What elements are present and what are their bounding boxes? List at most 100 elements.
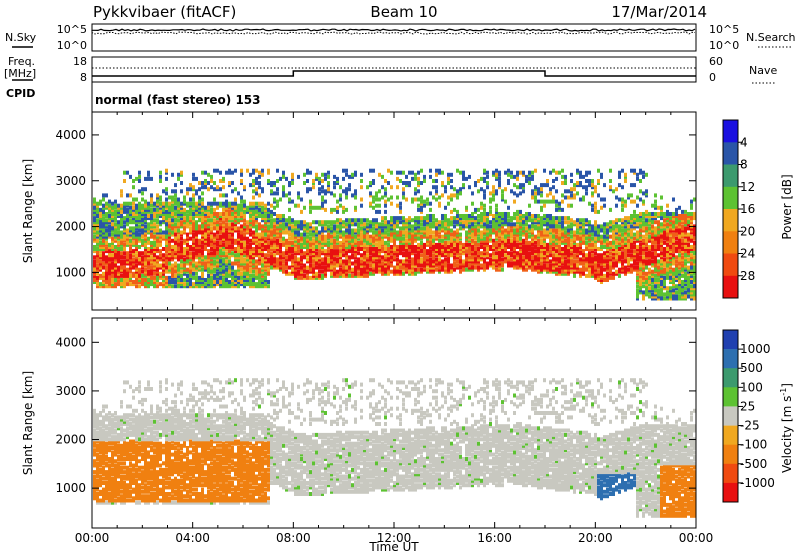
power-cell (468, 242, 471, 247)
power-cell (219, 179, 222, 183)
power-cell (555, 207, 558, 212)
power-cell (477, 238, 480, 243)
power-cell (498, 232, 501, 237)
power-cell (567, 245, 570, 249)
power-cell (171, 189, 174, 194)
power-cell (141, 261, 144, 266)
power-cell (480, 232, 483, 237)
power-cell (177, 273, 180, 278)
power-cell (453, 257, 456, 262)
power-cell (381, 255, 384, 260)
power-cell (165, 212, 168, 216)
power-cell (498, 216, 501, 221)
power-cell (429, 249, 432, 254)
power-cell (576, 234, 579, 239)
power-cell (486, 218, 489, 223)
power-cell (456, 216, 459, 221)
power-cell (456, 222, 459, 227)
power-cell (303, 236, 306, 241)
power-cell (156, 207, 159, 212)
power-cell (102, 218, 105, 223)
power-cell (387, 181, 390, 185)
power-cell (120, 230, 123, 235)
power-cell (114, 238, 117, 243)
power-cell (381, 234, 384, 239)
power-cell (384, 253, 387, 258)
power-cell (114, 271, 117, 276)
power-cell (168, 284, 171, 289)
power-cell (219, 201, 222, 206)
power-cell (282, 222, 285, 227)
power-cell (495, 251, 498, 256)
power-cell (102, 222, 105, 227)
power-cell (183, 238, 186, 243)
power-cell (555, 255, 558, 260)
power-cell (516, 212, 519, 216)
power-cell (543, 168, 546, 173)
power-cell (432, 245, 435, 249)
power-cell (171, 267, 174, 272)
power-cell (228, 228, 231, 233)
power-cell (192, 232, 195, 237)
power-cell (150, 234, 153, 239)
power-cell (543, 214, 546, 218)
power-cell (450, 269, 453, 274)
power-cell (240, 168, 243, 173)
power-cell (570, 249, 573, 254)
power-cell (561, 174, 564, 179)
power-cell (396, 265, 399, 270)
power-cell (171, 205, 174, 210)
power-cell (519, 265, 522, 270)
power-cell (504, 212, 507, 216)
power-cell (195, 201, 198, 206)
power-cell (351, 222, 354, 227)
power-cell (393, 271, 396, 276)
power-cell (288, 228, 291, 233)
power-cell (555, 253, 558, 258)
power-cell (96, 282, 99, 287)
power-cell (429, 238, 432, 243)
power-cell (405, 224, 408, 229)
power-cell (219, 212, 222, 216)
power-cell (486, 228, 489, 233)
power-cell (120, 267, 123, 272)
power-cell (180, 205, 183, 210)
power-cell (573, 267, 576, 272)
power-cell (600, 253, 603, 258)
power-cell (369, 224, 372, 229)
power-cell (444, 257, 447, 262)
power-cell (507, 251, 510, 256)
power-cell (480, 253, 483, 258)
power-cell (564, 261, 567, 266)
power-cell (306, 245, 309, 249)
power-cell (246, 257, 249, 262)
power-cell (450, 238, 453, 243)
power-cell (345, 249, 348, 254)
freq-label: Freq. (8, 55, 35, 68)
power-cell (129, 265, 132, 270)
power-cell (429, 222, 432, 227)
power-cell (249, 172, 252, 177)
power-cell (156, 265, 159, 270)
power-cell (270, 203, 273, 208)
power-cell (342, 245, 345, 249)
power-cell (561, 222, 564, 227)
power-cell (156, 273, 159, 278)
power-cell (156, 195, 159, 200)
power-cell (546, 199, 549, 204)
power-cell (495, 207, 498, 212)
power-cell (249, 224, 252, 229)
power-cell (591, 236, 594, 241)
power-cell (390, 269, 393, 274)
power-cell (234, 249, 237, 254)
power-cell (381, 261, 384, 266)
power-cell (141, 255, 144, 260)
power-cell (444, 240, 447, 245)
power-cell (177, 263, 180, 268)
power-cell (480, 218, 483, 223)
power-cell (402, 170, 405, 175)
power-cell (327, 249, 330, 254)
power-cell (549, 240, 552, 245)
power-cell (339, 249, 342, 254)
power-cell (255, 181, 258, 185)
